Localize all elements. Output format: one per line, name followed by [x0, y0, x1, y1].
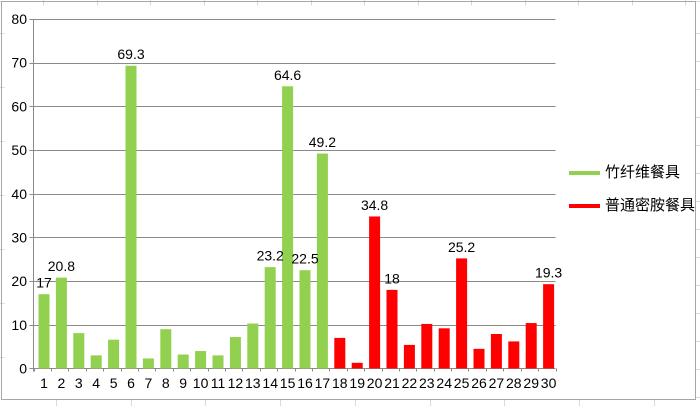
- bar: [334, 337, 346, 369]
- legend-label-bamboo-fiber: 竹纤维餐具: [605, 164, 681, 181]
- bar: [386, 289, 398, 369]
- data-label: 17: [36, 275, 52, 291]
- x-category-label: 12: [228, 375, 244, 391]
- bar: [490, 333, 502, 369]
- x-category-label: 6: [127, 375, 135, 391]
- y-axis-labels: 0 10 20 30 40 50 60 70 80: [11, 11, 27, 377]
- x-category-label: 5: [110, 375, 118, 391]
- legend-marker-green: [569, 171, 600, 175]
- data-label: 18: [384, 270, 400, 286]
- y-tick-label: 30: [11, 229, 27, 245]
- x-category-label: 23: [419, 375, 435, 391]
- bar: [473, 348, 485, 369]
- x-category-label: 21: [384, 375, 400, 391]
- x-axis-labels: 1 2 3 4 5 6 7 8 9 10 11 12 13 14 15 16 17 18 19 20 21 22 23 24 2…: [40, 375, 556, 391]
- y-tick-label: 70: [11, 55, 27, 71]
- x-category-label: 9: [179, 375, 187, 391]
- data-label: 64.6: [274, 67, 301, 83]
- x-category-label: 17: [315, 375, 331, 391]
- x-category-label: 4: [92, 375, 100, 391]
- x-category-label: 27: [489, 375, 505, 391]
- bar-series-bamboo-fiber: [38, 65, 328, 369]
- legend: 竹纤维餐具 普通密胺餐具: [569, 163, 695, 216]
- x-category-label: 13: [245, 375, 261, 391]
- x-category-label: 11: [211, 375, 226, 391]
- chart-border: [1, 1, 696, 400]
- x-category-label: 7: [145, 375, 153, 391]
- bar: [264, 267, 276, 369]
- x-category-label: 10: [193, 375, 209, 391]
- x-category-label: 29: [523, 375, 539, 391]
- y-tick-label: 20: [11, 273, 27, 289]
- y-tick-label: 40: [11, 186, 27, 202]
- bar: [177, 354, 189, 369]
- legend-item-bamboo-fiber: 竹纤维餐具: [569, 163, 695, 183]
- x-category-label: 24: [436, 375, 452, 391]
- x-category-label: 22: [402, 375, 418, 391]
- data-label: 23.2: [257, 248, 284, 264]
- x-category-label: 30: [541, 375, 557, 391]
- bar: [73, 333, 85, 369]
- bar: [438, 328, 450, 369]
- bar: [142, 358, 154, 369]
- data-label: 20.8: [48, 258, 75, 274]
- bar: [508, 341, 520, 369]
- legend-label-melamine: 普通密胺餐具: [605, 197, 696, 214]
- bar: [55, 277, 67, 369]
- data-label: 49.2: [309, 134, 336, 150]
- bar: [125, 65, 137, 369]
- legend-item-melamine: 普通密胺餐具: [569, 196, 695, 216]
- bar: [247, 323, 259, 369]
- x-category-label: 1: [40, 375, 48, 391]
- x-category-label: 20: [367, 375, 383, 391]
- y-tick-label: 60: [11, 98, 27, 114]
- data-label: 25.2: [448, 239, 475, 255]
- bar: [456, 258, 468, 369]
- x-category-label: 14: [262, 375, 278, 391]
- bar: [195, 351, 207, 369]
- legend-marker-red: [569, 204, 600, 208]
- x-category-label: 16: [297, 375, 313, 391]
- x-category-label: 18: [332, 375, 348, 391]
- y-tick-label: 0: [19, 361, 27, 377]
- x-category-label: 28: [506, 375, 522, 391]
- bar: [299, 270, 311, 369]
- x-category-label: 25: [454, 375, 470, 391]
- y-tick-label: 10: [11, 317, 27, 333]
- bar: [229, 337, 241, 369]
- data-label: 22.5: [291, 251, 318, 267]
- y-tick-label: 50: [11, 142, 27, 158]
- bar: [316, 153, 328, 369]
- bar: [543, 284, 555, 369]
- x-category-label: 3: [75, 375, 83, 391]
- x-category-label: 2: [58, 375, 66, 391]
- bar: [403, 344, 415, 369]
- bar: [369, 216, 381, 369]
- bar: [525, 323, 537, 369]
- bar: [38, 294, 50, 369]
- data-label: 34.8: [361, 197, 388, 213]
- data-label: 19.3: [535, 265, 562, 281]
- x-category-label: 15: [280, 375, 296, 391]
- bar: [108, 339, 120, 369]
- x-category-label: 8: [162, 375, 170, 391]
- y-tick-label: 80: [11, 11, 27, 27]
- x-category-label: 26: [471, 375, 487, 391]
- x-category-label: 19: [349, 375, 365, 391]
- bar: [282, 86, 294, 369]
- bar-series-melamine: [334, 216, 555, 369]
- bar: [212, 355, 224, 369]
- bar: [351, 362, 363, 369]
- bar: [90, 355, 102, 369]
- bar: [421, 323, 433, 369]
- bar: [160, 329, 172, 369]
- data-label: 69.3: [117, 46, 144, 62]
